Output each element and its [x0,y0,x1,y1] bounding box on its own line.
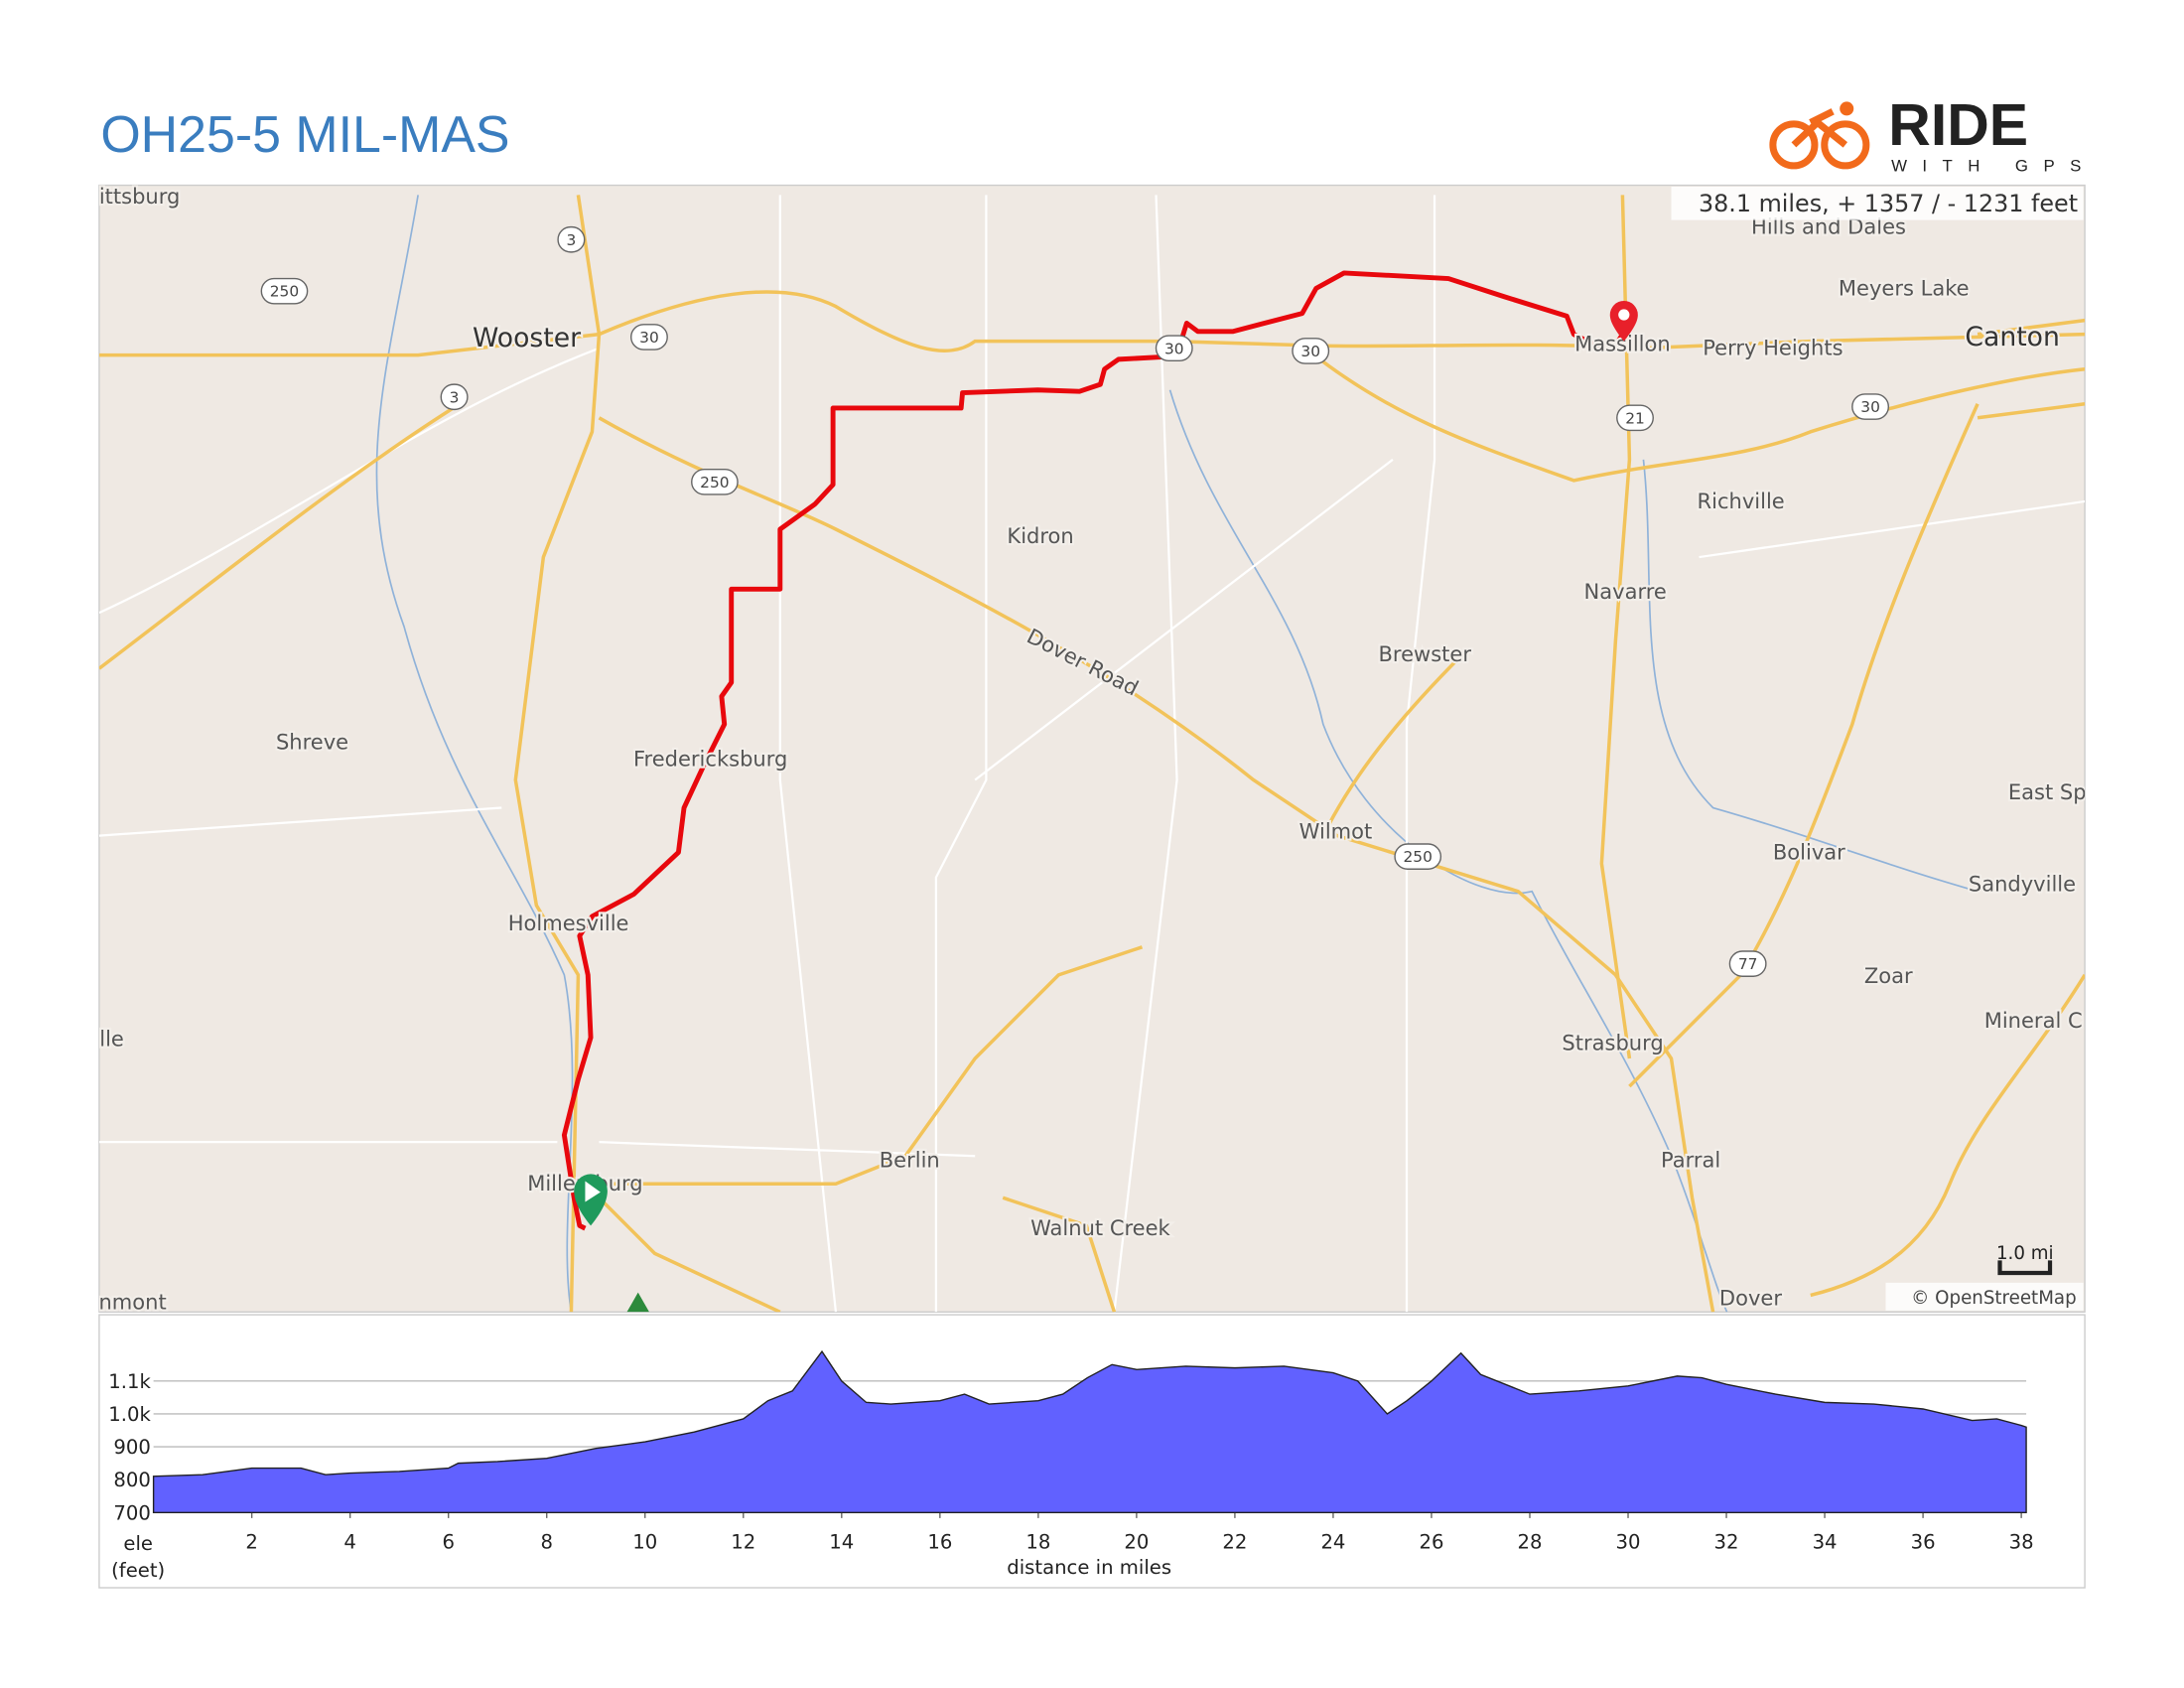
x-tick-label: 26 [1419,1531,1443,1554]
y-tick-label: 700 [113,1501,150,1524]
place-label: ittsburg [99,184,181,209]
road-shield [557,225,586,253]
road-shield-label: 250 [1404,848,1433,866]
x-tick-label: 10 [632,1531,657,1554]
x-axis-label: distance in miles [1007,1556,1171,1579]
x-tick-label: 4 [343,1531,356,1554]
place-label: Kidron [1007,523,1073,548]
x-tick-label: 34 [1813,1531,1838,1554]
x-tick-label: 14 [829,1531,854,1554]
road-shield-label: 77 [1738,955,1758,973]
road-shield-label: 250 [270,283,299,301]
road-shield [260,277,309,305]
route [561,270,1625,1231]
road-shield [440,383,469,411]
place-label: Zoar [1864,963,1913,988]
road-shield [1394,843,1442,870]
elevation-area [152,1349,2027,1513]
road-shield-label: 3 [567,231,577,249]
place-label: Dover [1719,1285,1782,1310]
place-label: Meyers Lake [1839,275,1970,300]
x-tick-label: 2 [245,1531,257,1554]
road-shield-label: 3 [450,388,460,406]
map-background [98,184,2086,1313]
y-axis-unit: (feet) [111,1559,165,1582]
x-tick-label: 6 [442,1531,455,1554]
x-tick-label: 20 [1124,1531,1149,1554]
x-tick-label: 24 [1320,1531,1345,1554]
place-label: Berlin [880,1147,940,1172]
title: OH25-5 MIL-MAS [100,105,509,163]
place-label: Perry Heights [1703,336,1843,360]
place-label: Parral [1661,1147,1720,1172]
road-shield-label: 30 [639,329,659,347]
road-shield [1155,335,1193,361]
logo: RIDE WITH GPS [1769,93,2097,176]
logo-main: RIDE [1888,93,2028,158]
x-tick-label: 8 [540,1531,553,1554]
attribution: © OpenStreetMap [1911,1288,2076,1309]
road-shield [1292,338,1330,364]
x-tick-label: 18 [1025,1531,1050,1554]
y-axis-label: ele [123,1532,153,1555]
road-shield [1851,393,1890,420]
road-shield [630,324,668,351]
scale-bar [1997,1260,2053,1276]
place-label: Holmesville [508,911,629,935]
x-tick-label: 38 [2009,1531,2034,1554]
place-label: Wooster [473,323,581,353]
road-shield [691,468,739,495]
place-label: Navarre [1584,579,1667,604]
x-tick-label: 16 [927,1531,952,1554]
place-label: Strasburg [1562,1031,1663,1055]
road-shield [1616,404,1654,432]
place-label: Walnut Creek [1030,1215,1170,1240]
scale-label: 1.0 mi [1996,1243,2054,1264]
x-tick-label: 22 [1222,1531,1247,1554]
y-tick-label: 800 [113,1469,150,1491]
place-label: Shreve [276,730,348,755]
place-label: nmont [98,1289,166,1314]
end-pin [1609,300,1638,342]
y-tick-label: 1.0k [108,1403,151,1426]
road-shield-label: 250 [700,474,729,492]
y-tick-label: 1.1k [108,1370,151,1393]
place-label: Bolivar [1773,839,1845,864]
x-tick-label: 36 [1911,1531,1936,1554]
logo-sub: WITH GPS [1891,157,2097,176]
x-tick-label: 28 [1517,1531,1542,1554]
place-label: Mineral C [1984,1008,2083,1033]
road-shield-label: 21 [1625,409,1645,427]
x-tick-label: 12 [731,1531,755,1554]
place-label: Brewster [1378,641,1471,666]
x-tick-label: 30 [1616,1531,1641,1554]
place-label: East Sp [2008,779,2087,804]
road-shield [1728,950,1767,977]
route-stats: 38.1 miles, + 1357 / - 1231 feet [1699,190,2078,217]
place-label: lle [99,1026,124,1051]
place-label: Sandyville [1969,872,2076,897]
y-tick-label: 900 [113,1436,150,1459]
place-label: Wilmot [1299,818,1373,843]
place-label: Fredericksburg [633,746,787,771]
road-shield-label: 30 [1860,398,1880,416]
start-pin [574,1174,608,1226]
road-shield-label: 30 [1300,343,1320,360]
x-tick-label: 32 [1714,1531,1739,1554]
road-shield-label: 30 [1164,340,1184,357]
place-label: Canton [1965,322,2059,352]
place-label: Richville [1698,489,1785,513]
